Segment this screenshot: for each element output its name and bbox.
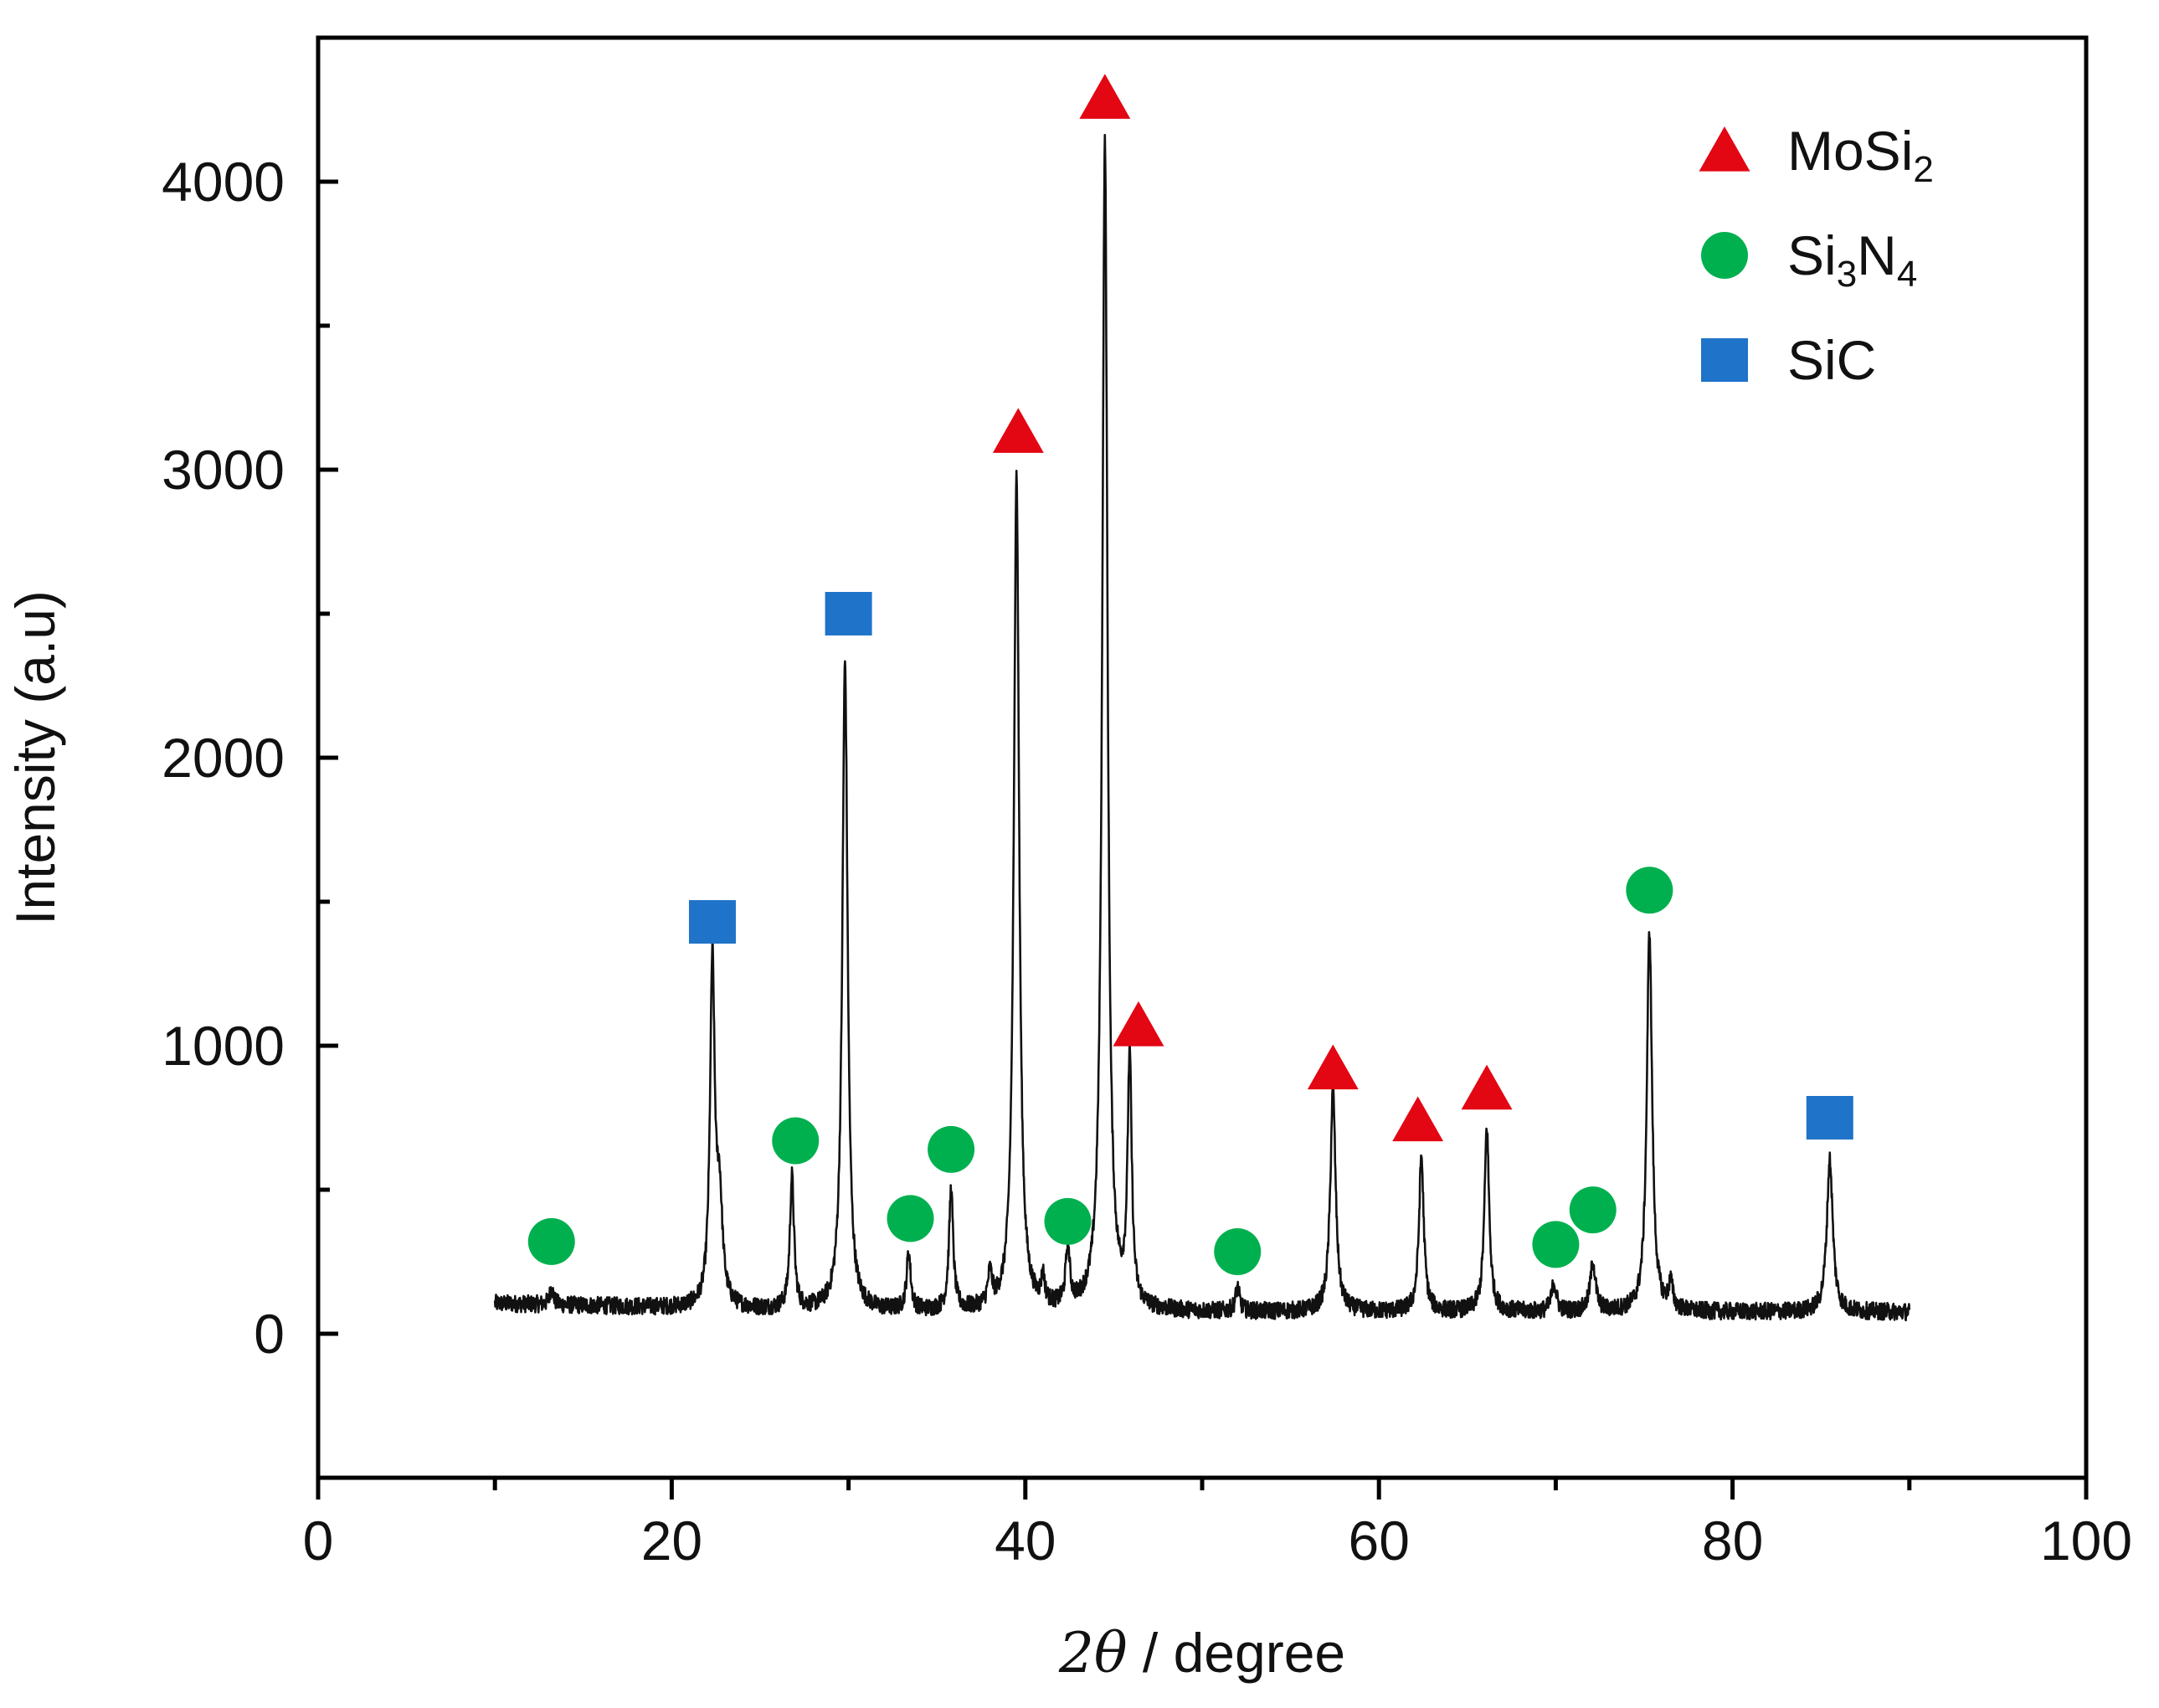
- x-axis: 0 20 40 60 80 100: [303, 1478, 2132, 1572]
- x-axis-title: 2θ / degree: [1058, 1621, 1345, 1685]
- peak-marker-si3n4: [928, 1125, 975, 1173]
- peak-marker-sic: [688, 900, 736, 944]
- peak-marker-mosi2: [1461, 1064, 1513, 1110]
- pattern-layer: [493, 133, 1911, 1322]
- y-tick-label: 2000: [162, 727, 285, 789]
- peak-marker-sic: [825, 592, 872, 635]
- y-axis-title: Intensity (a.u): [4, 590, 66, 925]
- x-axis-title-symbol: 2θ: [1058, 1621, 1128, 1685]
- y-axis: 0 1000 2000 3000 4000: [162, 35, 338, 1480]
- peak-marker-si3n4: [1214, 1227, 1262, 1275]
- legend-label-sic: SiC: [1787, 329, 1876, 391]
- peak-marker-mosi2: [1079, 74, 1131, 119]
- x-tick-label: 0: [303, 1510, 334, 1572]
- peak-marker-si3n4: [1044, 1197, 1092, 1245]
- peak-marker-mosi2: [1392, 1096, 1444, 1142]
- peak-marker-si3n4: [887, 1195, 934, 1242]
- peak-marker-si3n4: [1569, 1186, 1617, 1234]
- y-tick-label: 4000: [162, 151, 285, 213]
- marker-layer: [527, 74, 1853, 1275]
- peak-marker-si3n4: [772, 1117, 820, 1165]
- y-tick-label: 1000: [162, 1015, 285, 1077]
- x-tick-label: 80: [1702, 1510, 1763, 1572]
- legend-label-mosi2: MoSi2: [1787, 120, 1934, 190]
- peak-marker-mosi2: [1307, 1044, 1359, 1090]
- legend-symbol-sic: [1701, 338, 1748, 382]
- y-tick-label: 0: [254, 1303, 285, 1365]
- xrd-pattern-line: [493, 133, 1911, 1322]
- legend: MoSi2 Si3N4 SiC: [1699, 120, 1934, 391]
- legend-item-sic: SiC: [1701, 329, 1876, 391]
- legend-item-si3n4: Si3N4: [1701, 224, 1917, 295]
- x-tick-label: 60: [1348, 1510, 1409, 1572]
- x-tick-label: 20: [641, 1510, 702, 1572]
- y-tick-label: 3000: [162, 439, 285, 501]
- legend-label-si3n4: Si3N4: [1787, 224, 1917, 295]
- peak-marker-sic: [1806, 1096, 1853, 1140]
- x-tick-label: 40: [995, 1510, 1056, 1572]
- x-tick-label: 100: [2040, 1510, 2132, 1572]
- peak-marker-si3n4: [1532, 1221, 1580, 1268]
- peak-marker-mosi2: [992, 408, 1044, 453]
- x-axis-title-unit: / degree: [1128, 1622, 1346, 1684]
- legend-symbol-si3n4: [1701, 232, 1748, 279]
- legend-symbol-mosi2: [1699, 126, 1750, 172]
- legend-item-mosi2: MoSi2: [1699, 120, 1934, 190]
- peak-marker-mosi2: [1113, 1001, 1164, 1047]
- peak-marker-si3n4: [1626, 867, 1673, 914]
- peak-marker-si3n4: [527, 1217, 575, 1265]
